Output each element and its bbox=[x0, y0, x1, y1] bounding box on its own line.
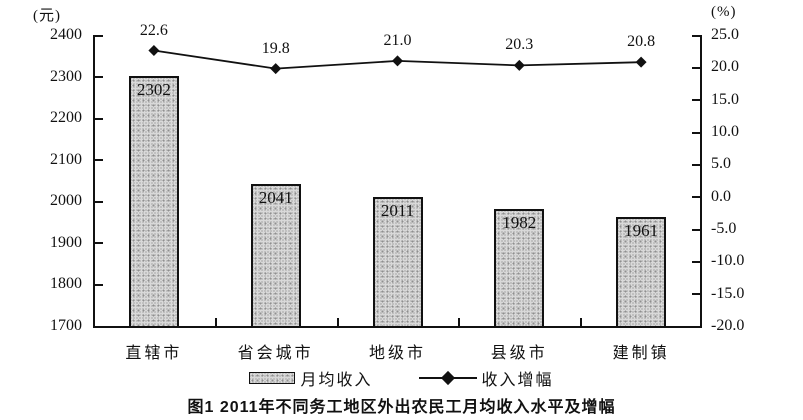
y-right-tick-label: 20.0 bbox=[711, 58, 739, 76]
bar-value-label: 2011 bbox=[380, 200, 415, 220]
y-left-tick bbox=[95, 325, 103, 328]
y-left-tick bbox=[95, 283, 103, 286]
y-right-tick bbox=[692, 196, 700, 199]
y-left-tick-label: 2000 bbox=[50, 192, 82, 210]
legend-bar-label: 月均收入 bbox=[300, 372, 373, 389]
right-axis-unit-label: (%) bbox=[711, 4, 737, 20]
y-left-tick bbox=[95, 117, 103, 120]
diamond-marker-icon bbox=[270, 63, 282, 75]
y-right-tick bbox=[692, 66, 700, 69]
y-left-tick-label: 1700 bbox=[50, 317, 82, 334]
y-axis-right bbox=[700, 35, 702, 328]
bar bbox=[250, 184, 301, 328]
bar-value-label: 2041 bbox=[258, 188, 293, 208]
x-axis-tick bbox=[458, 318, 461, 326]
y-right-tick bbox=[692, 293, 700, 296]
category-label: 直辖市 bbox=[125, 345, 183, 362]
y-right-tick-label: -10.0 bbox=[711, 252, 745, 270]
bar-value-label: 1961 bbox=[624, 221, 659, 241]
line-point-label: 19.8 bbox=[261, 39, 290, 57]
y-left-tick-label: 2200 bbox=[50, 109, 82, 127]
bar-series-swatch bbox=[249, 372, 296, 384]
diamond-marker-icon bbox=[148, 45, 160, 57]
y-left-tick bbox=[95, 76, 103, 79]
x-axis-tick bbox=[214, 318, 217, 326]
y-right-tick-label: -5.0 bbox=[711, 220, 737, 237]
y-right-tick-label: 10.0 bbox=[711, 123, 739, 140]
y-right-tick bbox=[692, 163, 700, 166]
line-point-label: 20.3 bbox=[505, 36, 534, 54]
line-point-label: 20.8 bbox=[627, 33, 656, 51]
category-label: 地级市 bbox=[368, 345, 426, 362]
diamond-marker-icon bbox=[392, 55, 403, 67]
bar-value-label: 1982 bbox=[502, 212, 537, 232]
y-left-tick-label: 2100 bbox=[50, 150, 82, 168]
line-series-swatch bbox=[418, 370, 477, 386]
legend: 月均收入 收入增幅 bbox=[0, 366, 803, 390]
y-right-tick-label: -15.0 bbox=[711, 284, 745, 302]
y-right-tick bbox=[692, 99, 700, 102]
y-right-tick bbox=[692, 131, 700, 134]
y-left-tick bbox=[95, 200, 103, 203]
legend-item-bar: 月均收入 bbox=[249, 366, 372, 390]
y-axis-left bbox=[93, 35, 95, 328]
y-left-tick bbox=[95, 159, 103, 162]
x-axis-tick bbox=[336, 318, 339, 326]
x-axis-tick bbox=[580, 318, 583, 326]
bar bbox=[128, 75, 179, 328]
y-left-tick-label: 2300 bbox=[50, 67, 82, 85]
category-label: 县级市 bbox=[490, 345, 548, 362]
diamond-marker-icon bbox=[440, 370, 455, 386]
y-left-tick-label: 1900 bbox=[50, 233, 82, 251]
category-label: 省会城市 bbox=[237, 345, 314, 362]
category-label: 建制镇 bbox=[612, 345, 670, 362]
legend-item-line: 收入增幅 bbox=[418, 366, 554, 390]
y-right-tick bbox=[692, 228, 700, 231]
y-right-tick-label: 0.0 bbox=[711, 187, 731, 205]
bar bbox=[494, 208, 545, 328]
bar-value-label: 2302 bbox=[136, 79, 171, 99]
y-right-tick-label: -20.0 bbox=[711, 317, 745, 334]
y-right-tick-label: 25.0 bbox=[711, 26, 739, 43]
left-axis-unit-label: (元) bbox=[33, 8, 61, 24]
bar bbox=[616, 217, 667, 328]
line-point-label: 22.6 bbox=[139, 21, 168, 39]
y-left-tick-label: 1800 bbox=[50, 275, 82, 293]
y-right-tick bbox=[692, 325, 700, 328]
legend-line-label: 收入增幅 bbox=[481, 372, 554, 389]
y-right-tick-label: 15.0 bbox=[711, 90, 739, 108]
y-left-tick-label: 2400 bbox=[50, 26, 82, 43]
y-left-tick bbox=[95, 242, 103, 245]
y-right-tick bbox=[692, 260, 700, 263]
diamond-marker-icon bbox=[513, 59, 525, 71]
line-point-label: 21.0 bbox=[383, 31, 412, 49]
y-right-tick-label: 5.0 bbox=[711, 155, 731, 173]
bar bbox=[372, 196, 423, 328]
y-right-tick bbox=[692, 34, 700, 37]
diamond-marker-icon bbox=[635, 56, 647, 68]
y-left-tick bbox=[95, 34, 103, 37]
figure-caption: 图1 2011年不同务工地区外出农民工月均收入水平及增幅 bbox=[187, 399, 616, 416]
